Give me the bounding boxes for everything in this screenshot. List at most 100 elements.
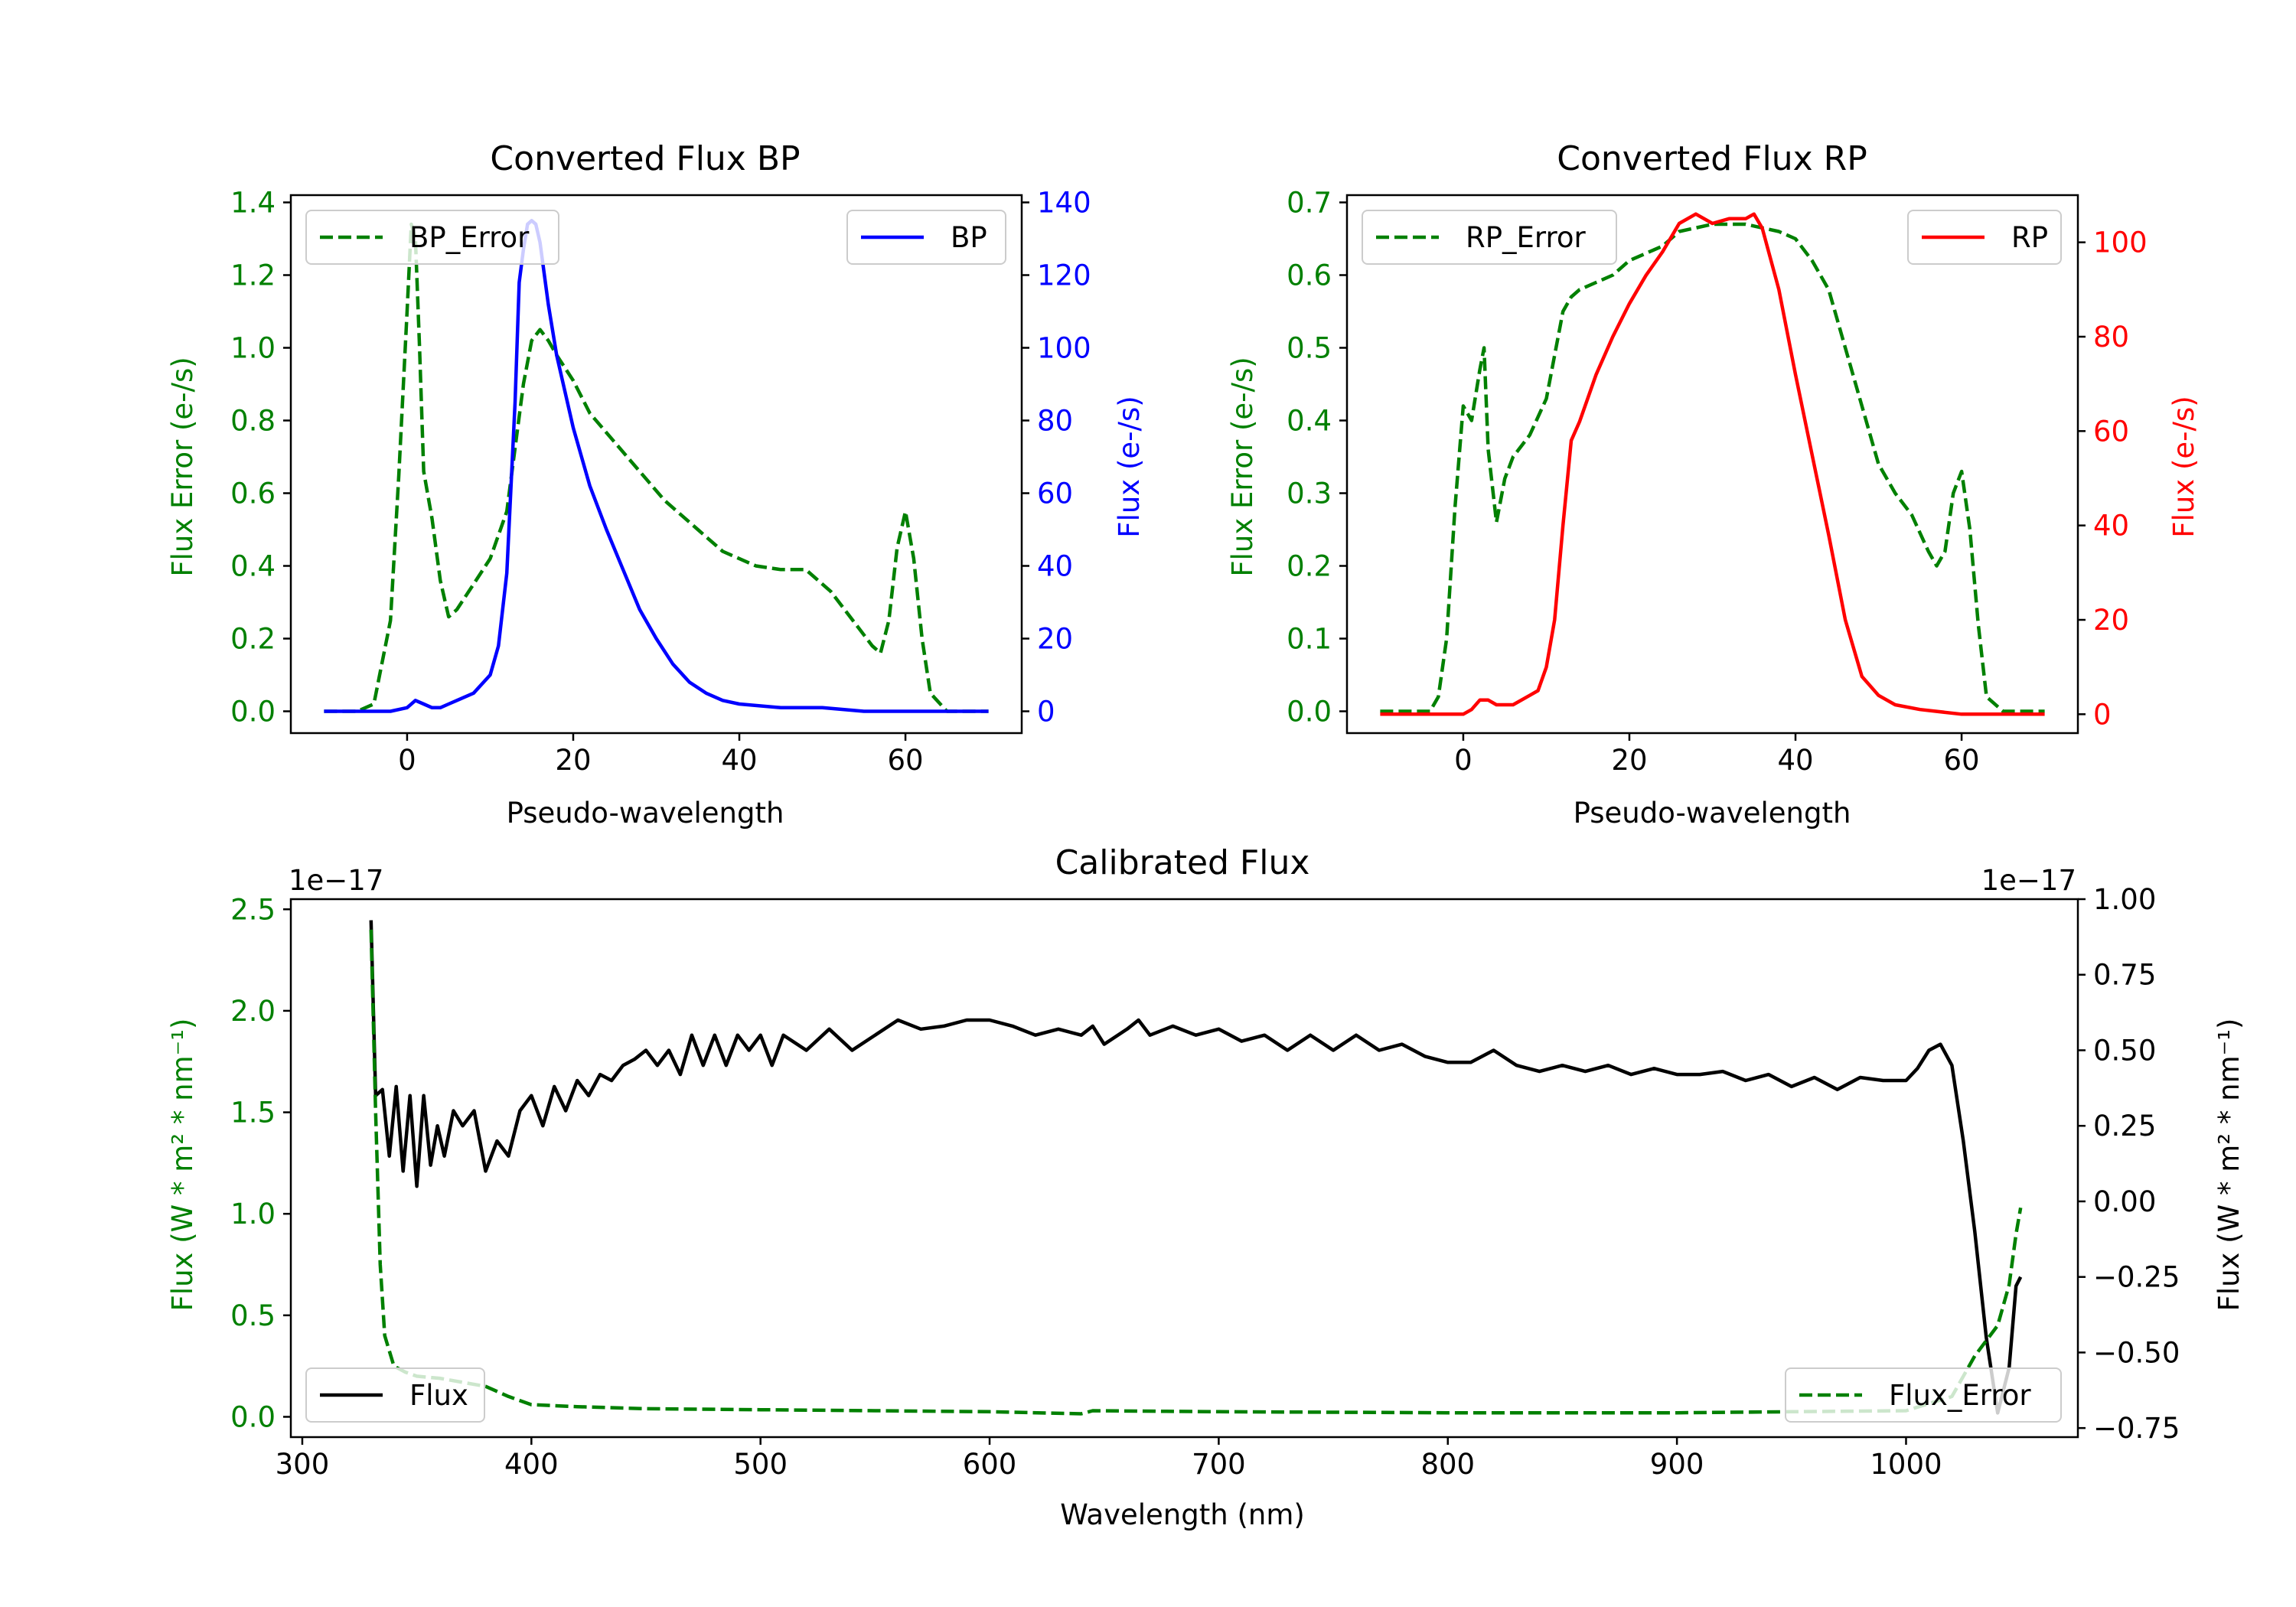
right-y-tick-label: 1.00 (2093, 883, 2156, 916)
legend-box (305, 1367, 485, 1423)
series-line-rp-error (1380, 222, 2045, 713)
legend-label: BP (951, 221, 987, 254)
x-tick-label: 300 (276, 1448, 330, 1481)
rp-x-axis-label: Pseudo-wavelength (1574, 797, 1851, 830)
left-y-tick-label: 0.2 (1287, 550, 1332, 583)
left-y-tick-label: 0.8 (230, 405, 276, 438)
left-y-tick-label: 0.0 (1287, 696, 1332, 729)
left-y-tick-label: 1.0 (230, 1198, 276, 1231)
right-y-tick-label: 0.75 (2093, 959, 2156, 992)
right-y-tick-label: 0.00 (2093, 1185, 2156, 1218)
left-y-tick-label: 0.2 (230, 623, 276, 656)
x-tick-label: 0 (1454, 744, 1473, 777)
left-y-tick-label: 0.4 (1287, 405, 1332, 438)
left-y-tick-label: 0.4 (230, 550, 276, 583)
right-y-tick-label: 0.50 (2093, 1034, 2156, 1067)
right-y-tick-label: −0.75 (2093, 1412, 2180, 1445)
right-y-tick-label: 100 (2093, 227, 2148, 259)
right-y-tick-label: 100 (1037, 332, 1091, 365)
legend-box (1785, 1367, 2062, 1423)
legend-bp-error: BP_Error (305, 210, 559, 265)
plot-frame (289, 194, 1023, 735)
left-y-tick-label: 0.0 (230, 1400, 276, 1433)
x-tick-label: 600 (963, 1448, 1017, 1481)
series-group (1380, 212, 2045, 716)
right-y-tick-label: 60 (1037, 478, 1073, 510)
x-tick-label: 60 (1944, 744, 1980, 777)
bp-flux-chart: Converted Flux BP Pseudo-wavelength Flux… (166, 139, 1146, 830)
x-tick-label: 800 (1420, 1448, 1475, 1481)
legend-label: BP_Error (409, 221, 530, 254)
left-y-tick-label: 0.3 (1287, 478, 1332, 510)
x-tick-label: 700 (1192, 1448, 1246, 1481)
left-y-tick-label: 0.1 (1287, 623, 1332, 656)
x-tick-label: 40 (721, 744, 757, 777)
right-y-tick-label: 0.25 (2093, 1110, 2156, 1143)
series-group (324, 219, 989, 713)
legend-flux: Flux (305, 1367, 485, 1423)
series-line-flux (369, 920, 2023, 1415)
right-y-tick-label: 60 (2093, 415, 2129, 448)
legend-box (1362, 210, 1617, 265)
right-y-tick-label: 0 (1037, 696, 1055, 729)
series-group (369, 920, 2023, 1416)
series-line-rp (1380, 212, 2045, 716)
left-y-tick-label: 1.4 (230, 187, 276, 220)
legend-label: RP_Error (1466, 221, 1586, 254)
rp-right-axis-label: Flux (e-/s) (2167, 396, 2200, 537)
x-tick-label: 900 (1650, 1448, 1704, 1481)
right-y-tick-label: 80 (2093, 321, 2129, 354)
rp-flux-chart: Converted Flux RP Pseudo-wavelength Flux… (1226, 139, 2200, 830)
right-y-tick-label: 80 (1037, 405, 1073, 438)
right-y-tick-label: 0 (2093, 698, 2112, 731)
x-tick-label: 0 (398, 744, 416, 777)
legend-label: Flux (409, 1379, 468, 1412)
left-y-tick-label: 1.0 (230, 332, 276, 365)
calibrated-right-offset-label: 1e−17 (1981, 864, 2076, 897)
rp-chart-title: Converted Flux RP (1557, 139, 1867, 178)
x-tick-label: 20 (555, 744, 591, 777)
x-tick-label: 40 (1777, 744, 1813, 777)
right-y-tick-label: 120 (1037, 259, 1091, 292)
left-y-tick-label: 0.6 (1287, 259, 1332, 292)
bp-chart-title: Converted Flux BP (490, 139, 800, 178)
calibrated-left-offset-label: 1e−17 (289, 864, 383, 897)
x-tick-label: 20 (1611, 744, 1647, 777)
legend-label: RP (2011, 221, 2048, 254)
x-tick-label: 60 (888, 744, 924, 777)
left-y-tick-label: 2.0 (230, 995, 276, 1028)
calibrated-left-axis-label: Flux (W * m² * nm⁻¹) (166, 1019, 199, 1312)
rp-left-axis-label: Flux Error (e-/s) (1226, 357, 1259, 576)
calibrated-chart-title: Calibrated Flux (1055, 843, 1310, 882)
legend-rp: RP (1907, 210, 2062, 265)
plot-frame (289, 898, 2079, 1439)
legend-label: Flux_Error (1889, 1379, 2031, 1412)
calibrated-x-axis-label: Wavelength (nm) (1060, 1498, 1305, 1531)
calibrated-flux-chart: Calibrated Flux Wavelength (nm) Flux (W … (166, 843, 2245, 1531)
right-y-tick-label: −0.25 (2093, 1261, 2180, 1294)
bp-x-axis-label: Pseudo-wavelength (507, 797, 784, 830)
plot-frame (1345, 194, 2079, 735)
right-y-tick-label: 40 (2093, 510, 2129, 543)
legend-rp-error: RP_Error (1362, 210, 1617, 265)
legend-bp: BP (846, 210, 1006, 265)
x-tick-label: 400 (504, 1448, 559, 1481)
legend-box (846, 210, 1006, 265)
left-y-tick-label: 0.7 (1287, 187, 1332, 220)
legend-box (305, 210, 559, 265)
calibrated-right-axis-label: Flux (W * m² * nm⁻¹) (2213, 1019, 2245, 1312)
right-y-tick-label: −0.50 (2093, 1336, 2180, 1369)
x-tick-label: 1000 (1870, 1448, 1942, 1481)
series-line-flux-error (369, 929, 2023, 1416)
left-y-tick-label: 1.2 (230, 259, 276, 292)
bp-left-axis-label: Flux Error (e-/s) (166, 357, 199, 576)
left-y-tick-label: 0.5 (1287, 332, 1332, 365)
left-y-tick-label: 0.0 (230, 696, 276, 729)
legend-flux-error: Flux_Error (1785, 1367, 2062, 1423)
bp-right-axis-label: Flux (e-/s) (1113, 396, 1146, 537)
left-y-tick-label: 0.5 (230, 1299, 276, 1332)
right-y-tick-label: 20 (1037, 623, 1073, 656)
left-y-tick-label: 2.5 (230, 893, 276, 926)
right-y-tick-label: 20 (2093, 604, 2129, 637)
